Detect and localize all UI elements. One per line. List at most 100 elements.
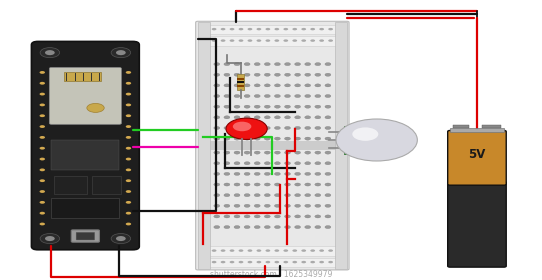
Circle shape	[40, 147, 45, 150]
Circle shape	[244, 105, 250, 108]
Circle shape	[325, 194, 331, 197]
Circle shape	[248, 261, 253, 263]
Circle shape	[274, 226, 280, 228]
Circle shape	[315, 162, 321, 165]
Circle shape	[292, 261, 297, 263]
Circle shape	[295, 215, 301, 218]
Circle shape	[311, 249, 315, 252]
Circle shape	[254, 105, 260, 108]
Text: 5V: 5V	[468, 148, 486, 161]
Circle shape	[214, 226, 220, 228]
Circle shape	[352, 127, 378, 141]
Circle shape	[325, 63, 331, 66]
Circle shape	[311, 39, 315, 42]
Circle shape	[266, 261, 270, 263]
Circle shape	[40, 48, 60, 58]
Circle shape	[234, 194, 240, 197]
Circle shape	[315, 194, 321, 197]
Circle shape	[264, 127, 270, 129]
Circle shape	[254, 194, 260, 197]
FancyBboxPatch shape	[448, 130, 506, 185]
Circle shape	[254, 73, 260, 76]
Circle shape	[315, 172, 321, 175]
Circle shape	[305, 73, 311, 76]
Circle shape	[254, 84, 260, 87]
Circle shape	[45, 236, 55, 241]
Circle shape	[285, 63, 291, 66]
Circle shape	[305, 194, 311, 197]
Circle shape	[214, 105, 220, 108]
Circle shape	[274, 261, 279, 263]
Circle shape	[274, 249, 279, 252]
Circle shape	[315, 226, 321, 228]
Circle shape	[319, 39, 324, 42]
Circle shape	[292, 28, 297, 30]
Circle shape	[301, 39, 306, 42]
Circle shape	[328, 28, 333, 30]
Circle shape	[244, 73, 250, 76]
Bar	[335, 22, 347, 269]
Circle shape	[305, 127, 311, 129]
Circle shape	[285, 162, 291, 165]
Circle shape	[244, 183, 250, 186]
Circle shape	[264, 137, 270, 140]
Circle shape	[126, 93, 131, 95]
Circle shape	[244, 194, 250, 197]
Circle shape	[266, 28, 270, 30]
Circle shape	[305, 204, 311, 207]
Circle shape	[295, 172, 301, 175]
Bar	[201, 141, 344, 150]
Circle shape	[230, 261, 234, 263]
Circle shape	[301, 249, 306, 252]
Circle shape	[238, 249, 243, 252]
Circle shape	[234, 116, 240, 119]
Circle shape	[248, 39, 253, 42]
Circle shape	[305, 63, 311, 66]
Bar	[201, 36, 344, 46]
Circle shape	[126, 125, 131, 128]
Circle shape	[40, 93, 45, 95]
Circle shape	[244, 137, 250, 140]
Circle shape	[301, 261, 306, 263]
Circle shape	[40, 234, 60, 244]
Circle shape	[233, 122, 251, 131]
Bar	[344, 126, 388, 133]
Circle shape	[285, 95, 291, 97]
Bar	[54, 176, 87, 194]
Circle shape	[40, 212, 45, 214]
Circle shape	[325, 172, 331, 175]
Circle shape	[311, 28, 315, 30]
Bar	[482, 125, 501, 128]
Circle shape	[244, 151, 250, 154]
Circle shape	[256, 261, 261, 263]
FancyBboxPatch shape	[448, 181, 506, 267]
Circle shape	[328, 249, 333, 252]
Circle shape	[224, 63, 230, 66]
Circle shape	[248, 249, 253, 252]
Circle shape	[264, 63, 270, 66]
Circle shape	[234, 215, 240, 218]
Circle shape	[40, 136, 45, 139]
Circle shape	[248, 28, 253, 30]
Circle shape	[126, 114, 131, 117]
FancyBboxPatch shape	[31, 41, 139, 250]
Circle shape	[283, 249, 288, 252]
Circle shape	[274, 172, 280, 175]
Circle shape	[214, 162, 220, 165]
Circle shape	[40, 169, 45, 171]
Circle shape	[362, 127, 372, 132]
Circle shape	[295, 127, 301, 129]
Circle shape	[274, 73, 280, 76]
Circle shape	[325, 84, 331, 87]
FancyBboxPatch shape	[71, 230, 100, 242]
Circle shape	[264, 84, 270, 87]
Circle shape	[274, 95, 280, 97]
Circle shape	[305, 137, 311, 140]
Circle shape	[234, 226, 240, 228]
Circle shape	[305, 183, 311, 186]
Circle shape	[238, 28, 243, 30]
Circle shape	[285, 105, 291, 108]
Bar	[450, 128, 504, 132]
Circle shape	[126, 201, 131, 204]
Circle shape	[274, 183, 280, 186]
